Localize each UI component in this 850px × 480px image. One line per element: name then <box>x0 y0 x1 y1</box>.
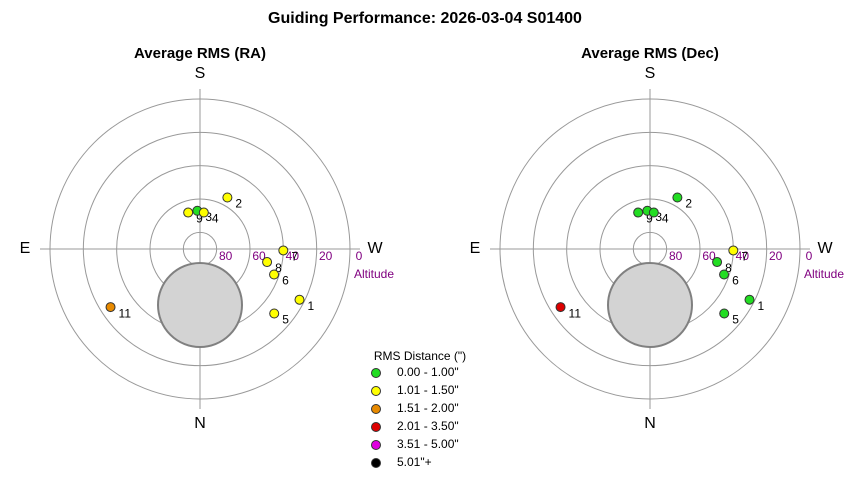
chart-title: Average RMS (RA) <box>134 45 266 62</box>
direction: S <box>195 65 206 82</box>
r-tick-label: 80 <box>219 249 233 263</box>
data-point <box>222 192 233 203</box>
point-label: 2 <box>235 197 242 211</box>
point-label: 3 <box>655 210 662 224</box>
legend-marker <box>371 368 381 378</box>
data-point <box>719 308 730 319</box>
data-point <box>672 192 683 203</box>
legend-label: 5.01"+ <box>397 455 432 469</box>
legend-label: 1.51 - 2.00" <box>397 401 459 415</box>
point-label: 1 <box>757 299 764 313</box>
point-label: 5 <box>282 313 289 327</box>
ring <box>532 131 768 367</box>
data-point <box>633 207 644 218</box>
point-label: 3 <box>205 210 212 224</box>
direction: N <box>194 415 206 432</box>
data-point <box>744 294 755 305</box>
point-label: 11 <box>569 306 582 320</box>
legend-marker <box>371 404 381 414</box>
point-label: 8 <box>725 261 732 275</box>
point-label: 6 <box>282 274 289 288</box>
r-tick-label: 20 <box>769 249 783 263</box>
data-point <box>648 207 659 218</box>
direction: N <box>644 415 656 432</box>
r-tick-label: 80 <box>669 249 683 263</box>
r-tick-label: 60 <box>252 249 266 263</box>
data-point <box>294 294 305 305</box>
data-point <box>269 269 280 280</box>
data-point <box>712 257 723 268</box>
ring <box>82 131 318 367</box>
point-label: 8 <box>275 261 282 275</box>
r-axis-label: Altitude <box>354 267 394 281</box>
point-label: 7 <box>291 250 298 264</box>
point-label: 4 <box>212 212 219 226</box>
r-tick-label: 60 <box>702 249 716 263</box>
r-tick-label: 40 <box>286 249 300 263</box>
point-label: 6 <box>732 274 739 288</box>
direction: E <box>470 240 481 257</box>
data-point <box>719 269 730 280</box>
point-label: 2 <box>685 197 692 211</box>
r-tick-label: 0 <box>356 249 363 263</box>
data-point <box>555 302 566 313</box>
r-tick-label: 40 <box>736 249 750 263</box>
obstruction <box>607 262 693 348</box>
obstruction <box>157 262 243 348</box>
data-point <box>198 207 209 218</box>
ring <box>49 98 351 400</box>
legend-label: 3.51 - 5.00" <box>397 437 459 451</box>
chart-title: Average RMS (Dec) <box>581 45 719 62</box>
r-axis-label: Altitude <box>804 267 844 281</box>
data-point <box>262 257 273 268</box>
point-label: 1 <box>307 299 314 313</box>
legend-marker <box>371 386 381 396</box>
legend-label: 1.01 - 1.50" <box>397 383 459 397</box>
point-label: 5 <box>732 313 739 327</box>
point-label: 11 <box>119 306 132 320</box>
r-tick-label: 0 <box>806 249 813 263</box>
ring <box>499 98 801 400</box>
data-point <box>105 302 116 313</box>
legend-label: 0.00 - 1.00" <box>397 365 459 379</box>
data-point <box>269 308 280 319</box>
legend-title: RMS Distance (") <box>374 349 466 363</box>
page-title: Guiding Performance: 2026-03-04 S01400 <box>268 10 582 27</box>
legend-marker <box>371 440 381 450</box>
direction: S <box>645 65 656 82</box>
point-label: 7 <box>741 250 748 264</box>
legend-marker <box>371 422 381 432</box>
direction: E <box>20 240 31 257</box>
legend-marker <box>371 458 381 468</box>
point-label: 9 <box>646 212 653 226</box>
direction: W <box>817 240 833 257</box>
data-point <box>278 245 289 256</box>
direction: W <box>367 240 383 257</box>
point-label: 9 <box>196 212 203 226</box>
data-point <box>183 207 194 218</box>
data-point <box>728 245 739 256</box>
point-label: 4 <box>662 212 669 226</box>
legend-label: 2.01 - 3.50" <box>397 419 459 433</box>
r-tick-label: 20 <box>319 249 333 263</box>
